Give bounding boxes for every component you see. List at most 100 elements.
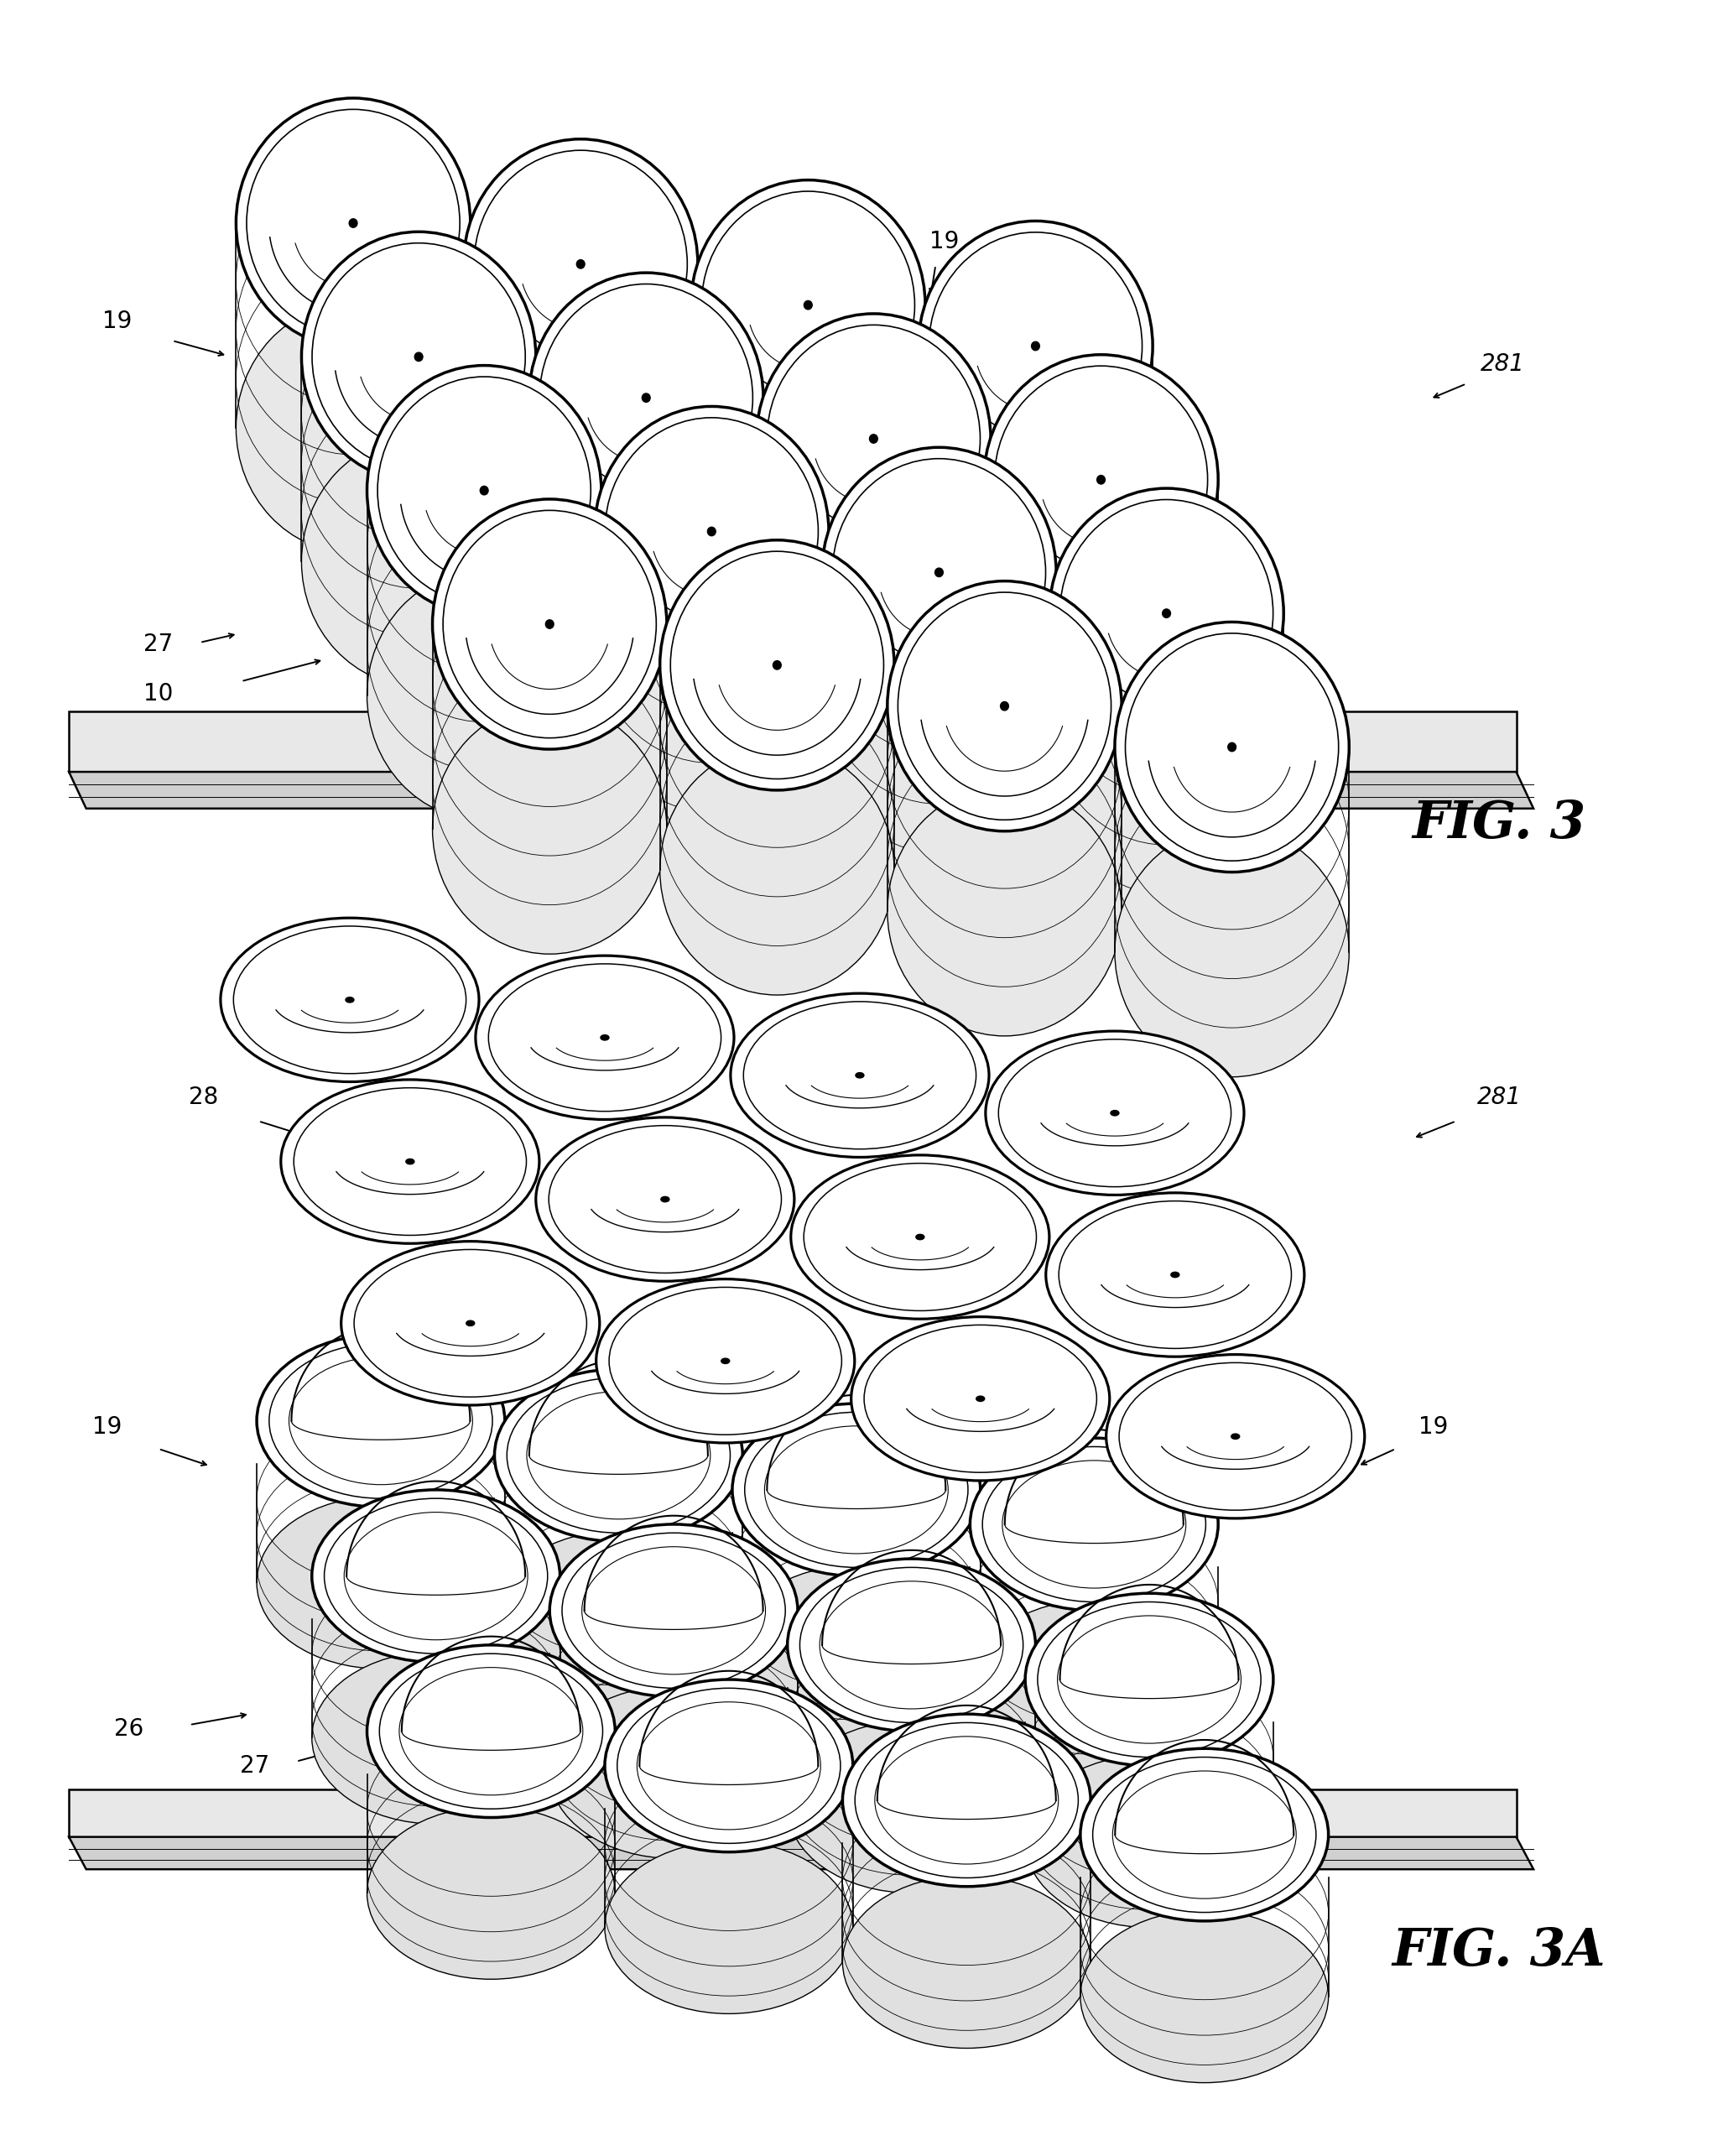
Ellipse shape (1098, 474, 1104, 485)
Ellipse shape (843, 1714, 1091, 1886)
Ellipse shape (529, 476, 763, 727)
Text: 26: 26 (458, 666, 489, 690)
Ellipse shape (1172, 1272, 1179, 1276)
Ellipse shape (986, 1031, 1244, 1194)
Ellipse shape (495, 1531, 743, 1703)
Ellipse shape (1025, 1593, 1273, 1766)
Ellipse shape (463, 343, 698, 593)
Ellipse shape (463, 140, 698, 388)
Ellipse shape (1032, 341, 1039, 351)
Ellipse shape (577, 259, 584, 270)
Ellipse shape (346, 998, 353, 1003)
Ellipse shape (432, 498, 667, 748)
Ellipse shape (1049, 487, 1284, 737)
Text: 26: 26 (114, 1716, 145, 1740)
Ellipse shape (805, 300, 812, 310)
Ellipse shape (708, 526, 715, 537)
Text: 281: 281 (746, 1067, 791, 1091)
Ellipse shape (643, 392, 650, 403)
Text: 19: 19 (91, 1414, 122, 1438)
Ellipse shape (1232, 1434, 1239, 1438)
Text: 19: 19 (1418, 1414, 1449, 1438)
Ellipse shape (660, 744, 894, 994)
Ellipse shape (536, 1117, 794, 1281)
Ellipse shape (732, 1404, 980, 1576)
Ellipse shape (407, 1160, 414, 1164)
Text: 28: 28 (729, 211, 760, 235)
Ellipse shape (662, 1197, 669, 1201)
Ellipse shape (732, 1565, 980, 1738)
Ellipse shape (550, 1524, 798, 1697)
Ellipse shape (312, 1490, 560, 1662)
Ellipse shape (984, 558, 1218, 808)
Ellipse shape (936, 567, 942, 578)
Text: 19: 19 (102, 308, 133, 332)
Ellipse shape (660, 539, 894, 789)
Ellipse shape (1111, 1110, 1118, 1115)
Ellipse shape (281, 1080, 539, 1244)
Ellipse shape (984, 354, 1218, 604)
Ellipse shape (221, 918, 479, 1082)
Ellipse shape (787, 1720, 1036, 1893)
Ellipse shape (918, 425, 1153, 675)
Ellipse shape (467, 1322, 474, 1326)
Ellipse shape (722, 1358, 729, 1363)
Ellipse shape (550, 1686, 798, 1858)
Ellipse shape (257, 1335, 505, 1507)
Text: 27: 27 (143, 632, 174, 655)
Ellipse shape (887, 580, 1122, 830)
Text: FIG. 3: FIG. 3 (1413, 798, 1585, 849)
Ellipse shape (481, 485, 488, 496)
Ellipse shape (1228, 742, 1235, 752)
Ellipse shape (367, 364, 601, 617)
Text: FIG. 3A: FIG. 3A (1392, 1925, 1606, 1977)
Ellipse shape (1001, 701, 1008, 711)
Text: 10: 10 (143, 681, 174, 705)
Ellipse shape (1049, 692, 1284, 944)
Ellipse shape (822, 446, 1056, 696)
Ellipse shape (432, 703, 667, 953)
Ellipse shape (302, 436, 536, 686)
Ellipse shape (529, 272, 763, 522)
Ellipse shape (917, 1235, 924, 1240)
Ellipse shape (977, 1397, 984, 1401)
Ellipse shape (822, 651, 1056, 901)
Ellipse shape (870, 433, 877, 444)
Ellipse shape (1106, 1354, 1365, 1518)
Ellipse shape (1025, 1755, 1273, 1927)
Ellipse shape (691, 179, 925, 429)
Ellipse shape (350, 218, 357, 229)
Polygon shape (69, 711, 1516, 772)
Ellipse shape (236, 302, 470, 552)
Ellipse shape (1163, 608, 1170, 619)
Ellipse shape (774, 660, 781, 671)
Ellipse shape (367, 1645, 615, 1818)
Ellipse shape (302, 231, 536, 481)
Ellipse shape (601, 1035, 608, 1039)
Ellipse shape (605, 1841, 853, 2014)
Ellipse shape (546, 619, 553, 630)
Ellipse shape (731, 994, 989, 1158)
Text: 27: 27 (239, 1753, 271, 1777)
Text: 28: 28 (188, 1084, 219, 1108)
Ellipse shape (856, 1074, 863, 1078)
Ellipse shape (1046, 1192, 1304, 1356)
Ellipse shape (1080, 1910, 1328, 2083)
Ellipse shape (791, 1156, 1049, 1319)
Ellipse shape (787, 1559, 1036, 1731)
Ellipse shape (851, 1317, 1110, 1481)
Ellipse shape (257, 1496, 505, 1669)
Polygon shape (69, 772, 1533, 808)
Ellipse shape (495, 1369, 743, 1542)
Ellipse shape (691, 384, 925, 634)
Ellipse shape (341, 1242, 600, 1406)
Ellipse shape (756, 517, 991, 768)
Ellipse shape (1115, 826, 1349, 1076)
Polygon shape (69, 1837, 1533, 1869)
Ellipse shape (1080, 1749, 1328, 1921)
Text: 281: 281 (1477, 1084, 1521, 1108)
Ellipse shape (843, 1876, 1091, 2048)
Ellipse shape (236, 97, 470, 347)
Ellipse shape (312, 1651, 560, 1824)
Polygon shape (69, 1789, 1516, 1837)
